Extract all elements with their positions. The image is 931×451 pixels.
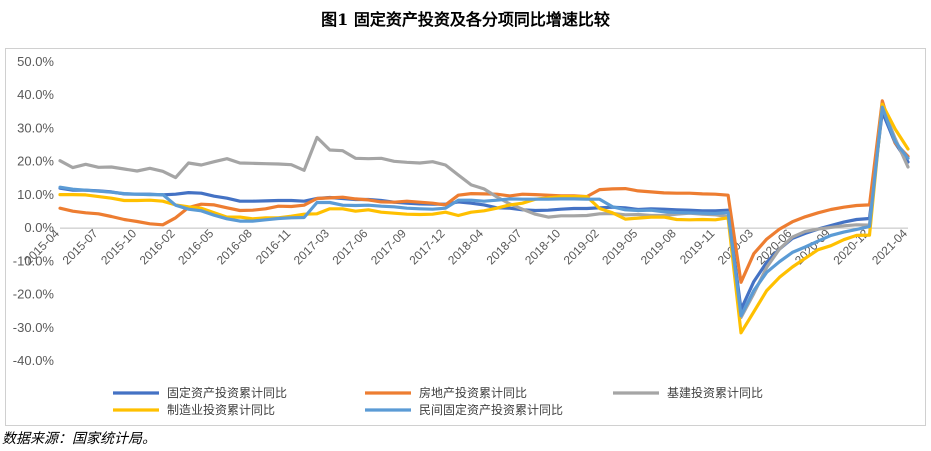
data-source-note: 数据来源：国家统计局。	[2, 431, 156, 447]
x-tick-label: 2021-04	[869, 226, 910, 267]
x-tick-label: 2016-02	[137, 226, 178, 267]
y-tick-label: -40.0%	[13, 353, 55, 368]
legend-label: 民间固定资产投资累计同比	[419, 402, 563, 417]
series-line-4	[58, 102, 910, 335]
x-tick-label: 2016-05	[175, 226, 216, 267]
y-tick-label: 0.0%	[24, 220, 54, 235]
y-tick-label: 20.0%	[17, 154, 54, 169]
legend-label: 固定资产投资累计同比	[167, 385, 287, 400]
series-line-5	[58, 105, 910, 318]
y-tick-label: -30.0%	[13, 320, 55, 335]
x-tick-label: 2019-08	[638, 226, 679, 267]
x-tick-label: 2017-09	[368, 226, 409, 267]
x-tick-label: 2017-06	[329, 226, 370, 267]
series-lines	[58, 99, 910, 335]
y-tick-label: -10.0%	[13, 253, 55, 268]
y-tick-label: 50.0%	[17, 54, 54, 69]
x-tick-label: 2018-10	[522, 226, 563, 267]
x-tick-label: 2017-03	[291, 226, 332, 267]
x-tick-label: 2018-04	[445, 226, 486, 267]
line-chart: 50.0% 40.0% 30.0% 20.0% 10.0% 0.0% -10.0% -20.0…	[13, 54, 911, 417]
x-tick-label: 2017-12	[407, 226, 448, 267]
legend-label: 房地产投资累计同比	[419, 385, 527, 400]
series-line-1	[58, 110, 910, 312]
chart-title: 图1 固定资产投资及各分项同比增速比较	[321, 10, 610, 29]
legend-label: 制造业投资累计同比	[167, 402, 275, 417]
x-tick-label: 2019-05	[599, 226, 640, 267]
y-tick-label: 10.0%	[17, 187, 54, 202]
x-tick-label: 2018-07	[484, 226, 525, 267]
series-line-3	[58, 104, 910, 320]
y-tick-label: -20.0%	[13, 287, 55, 302]
x-tick-label: 2019-02	[561, 226, 602, 267]
chart-frame	[5, 48, 926, 426]
x-tick-label: 2016-08	[214, 226, 255, 267]
y-tick-label: 30.0%	[17, 120, 54, 135]
y-axis-ticks: 50.0% 40.0% 30.0% 20.0% 10.0% 0.0% -10.0% -20.0…	[13, 54, 55, 368]
x-tick-label: 2016-11	[253, 226, 294, 267]
x-tick-label: 2019-11	[677, 226, 718, 267]
x-tick-label: 2015-10	[98, 226, 139, 267]
y-tick-label: 40.0%	[17, 87, 54, 102]
series-line-2	[58, 99, 910, 284]
legend-label: 基建投资累计同比	[667, 385, 763, 400]
x-tick-label: 2015-07	[60, 226, 101, 267]
